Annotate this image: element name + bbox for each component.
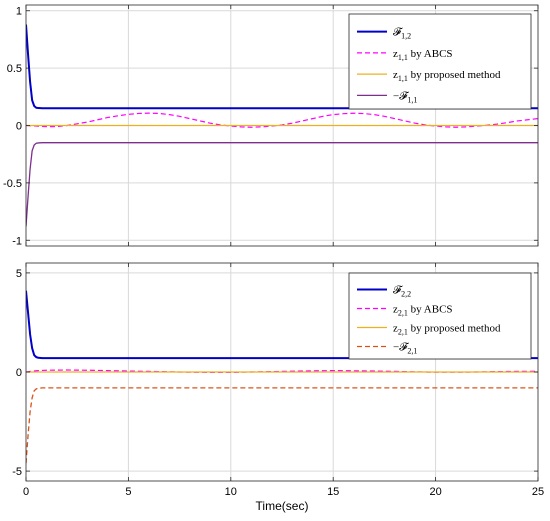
y-tick-label: 0.5 [7,63,22,75]
x-tick-label: 20 [429,486,441,498]
x-tick-label: 25 [532,486,544,498]
legend-main: −𝓕 [393,342,409,354]
legend-entry: −𝓕1,1 [393,90,417,104]
x-tick-label: 0 [23,486,29,498]
legend-entry: −𝓕2,1 [393,342,417,356]
legend-suffix: by ABCS [408,304,453,316]
legend-main: 𝓕 [393,27,403,39]
series-line-4 [26,387,538,464]
legend-suffix: by proposed method [408,69,501,81]
legend-main: 𝓕 [393,285,403,297]
legend-subscript: 2,1 [398,309,408,318]
legend-subscript: 2,2 [401,290,411,299]
y-tick-label: -1 [12,235,22,247]
y-tick-label: 0 [16,121,22,133]
legend-suffix: by ABCS [408,48,453,60]
x-tick-label: 10 [225,486,237,498]
legend-main: z [393,69,398,81]
legend-box [348,272,532,360]
y-tick-label: -0.5 [3,178,22,190]
legend-subscript: 2,1 [407,347,417,356]
y-tick-label: 5 [16,268,22,280]
legend-subscript: 1,2 [401,32,411,41]
legend-subscript: 1,1 [398,74,408,83]
legend-main: −𝓕 [393,90,409,102]
series-line-4 [26,142,538,227]
x-tick-label: 15 [327,486,339,498]
legend-box [348,13,532,110]
x-axis-label: Time(sec) [256,499,309,513]
y-tick-label: 1 [16,6,22,18]
legend-main: z [393,48,398,60]
legend-entry: 𝓕1,2 [393,27,411,41]
series-group [26,290,538,464]
legend-subscript: 1,1 [398,53,408,62]
legend-main: z [393,323,398,335]
legend-entry: z1,1 by proposed method [393,69,501,83]
x-tick-label: 5 [125,486,131,498]
series-line-1 [26,24,538,110]
series-group [26,24,538,227]
legend-entry: 𝓕2,2 [393,285,411,299]
legend-main: z [393,304,398,316]
legend-suffix: by proposed method [408,323,501,335]
y-tick-label: -5 [12,466,22,478]
legend-subscript: 1,1 [407,95,417,104]
y-tick-label: 0 [16,367,22,379]
legend-entry: z2,1 by ABCS [393,304,453,318]
legend-subscript: 2,1 [398,328,408,337]
legend-entry: z1,1 by ABCS [393,48,453,62]
series-line-1 [26,290,538,360]
legend-entry: z2,1 by proposed method [393,323,501,337]
